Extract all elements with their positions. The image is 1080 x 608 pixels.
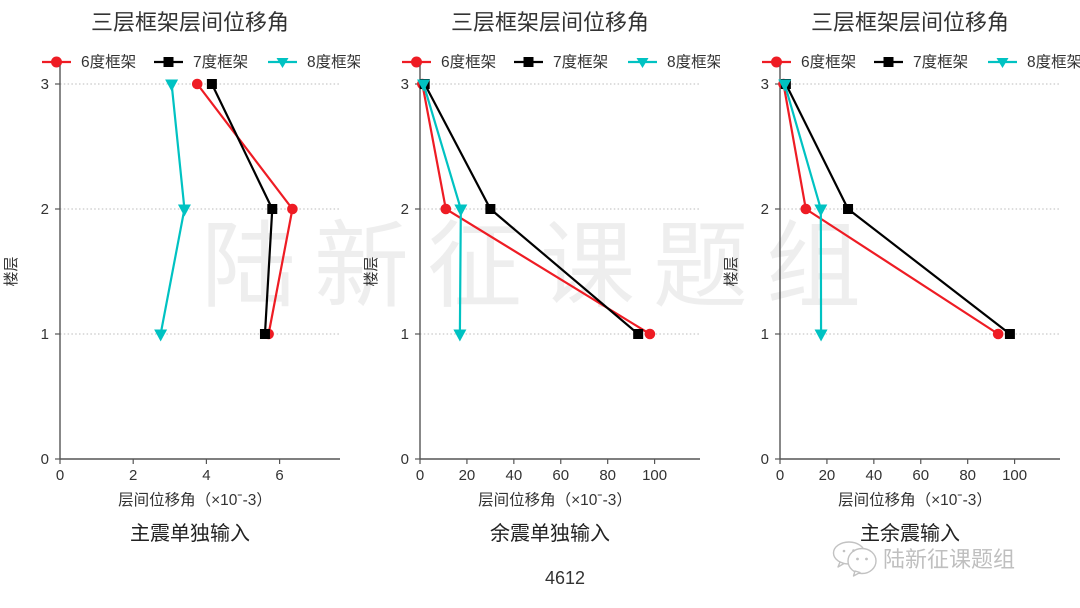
svg-text:60: 60: [552, 467, 569, 484]
svg-text:20: 20: [819, 467, 836, 484]
svg-text:层间位移角（×10ˉ-3）: 层间位移角（×10ˉ-3）: [118, 491, 272, 509]
svg-text:3: 3: [401, 76, 409, 93]
svg-text:2: 2: [41, 201, 49, 218]
svg-text:100: 100: [1002, 467, 1027, 484]
svg-text:三层框架层间位移角: 三层框架层间位移角: [91, 10, 289, 35]
svg-text:1: 1: [401, 326, 409, 343]
svg-text:2: 2: [761, 201, 769, 218]
svg-text:3: 3: [41, 76, 49, 93]
svg-text:4: 4: [202, 467, 210, 484]
svg-text:楼层: 楼层: [723, 256, 740, 286]
svg-text:0: 0: [776, 467, 784, 484]
svg-text:0: 0: [761, 451, 769, 468]
svg-text:三层框架层间位移角: 三层框架层间位移角: [451, 10, 649, 35]
svg-text:层间位移角（×10ˉ-3）: 层间位移角（×10ˉ-3）: [478, 491, 632, 509]
svg-text:主震单独输入: 主震单独输入: [130, 522, 250, 545]
svg-text:1: 1: [761, 326, 769, 343]
svg-text:0: 0: [416, 467, 424, 484]
svg-text:6度框架: 6度框架: [441, 53, 496, 71]
svg-text:层间位移角（×10ˉ-3）: 层间位移角（×10ˉ-3）: [838, 491, 992, 509]
svg-text:2: 2: [401, 201, 409, 218]
svg-text:100: 100: [642, 467, 667, 484]
svg-text:楼层: 楼层: [363, 256, 380, 286]
svg-text:8度框架: 8度框架: [667, 53, 720, 71]
svg-text:0: 0: [401, 451, 409, 468]
svg-text:40: 40: [505, 467, 522, 484]
svg-text:3: 3: [761, 76, 769, 93]
svg-text:0: 0: [56, 467, 64, 484]
svg-text:40: 40: [865, 467, 882, 484]
svg-text:80: 80: [599, 467, 616, 484]
svg-text:楼层: 楼层: [3, 256, 20, 286]
svg-text:60: 60: [912, 467, 929, 484]
svg-text:6度框架: 6度框架: [801, 53, 856, 71]
svg-text:8度框架: 8度框架: [307, 53, 360, 71]
svg-text:三层框架层间位移角: 三层框架层间位移角: [811, 10, 1009, 35]
svg-text:6: 6: [275, 467, 283, 484]
svg-text:80: 80: [959, 467, 976, 484]
svg-text:陆新征课题组: 陆新征课题组: [883, 547, 1015, 572]
svg-text:6度框架: 6度框架: [81, 53, 136, 71]
svg-text:1: 1: [41, 326, 49, 343]
svg-text:余震单独输入: 余震单独输入: [490, 522, 610, 545]
svg-text:7度框架: 7度框架: [553, 53, 608, 71]
svg-text:20: 20: [459, 467, 476, 484]
svg-text:7度框架: 7度框架: [193, 53, 248, 71]
svg-text:7度框架: 7度框架: [913, 53, 968, 71]
svg-text:0: 0: [41, 451, 49, 468]
svg-text:2: 2: [129, 467, 137, 484]
svg-text:8度框架: 8度框架: [1027, 53, 1080, 71]
